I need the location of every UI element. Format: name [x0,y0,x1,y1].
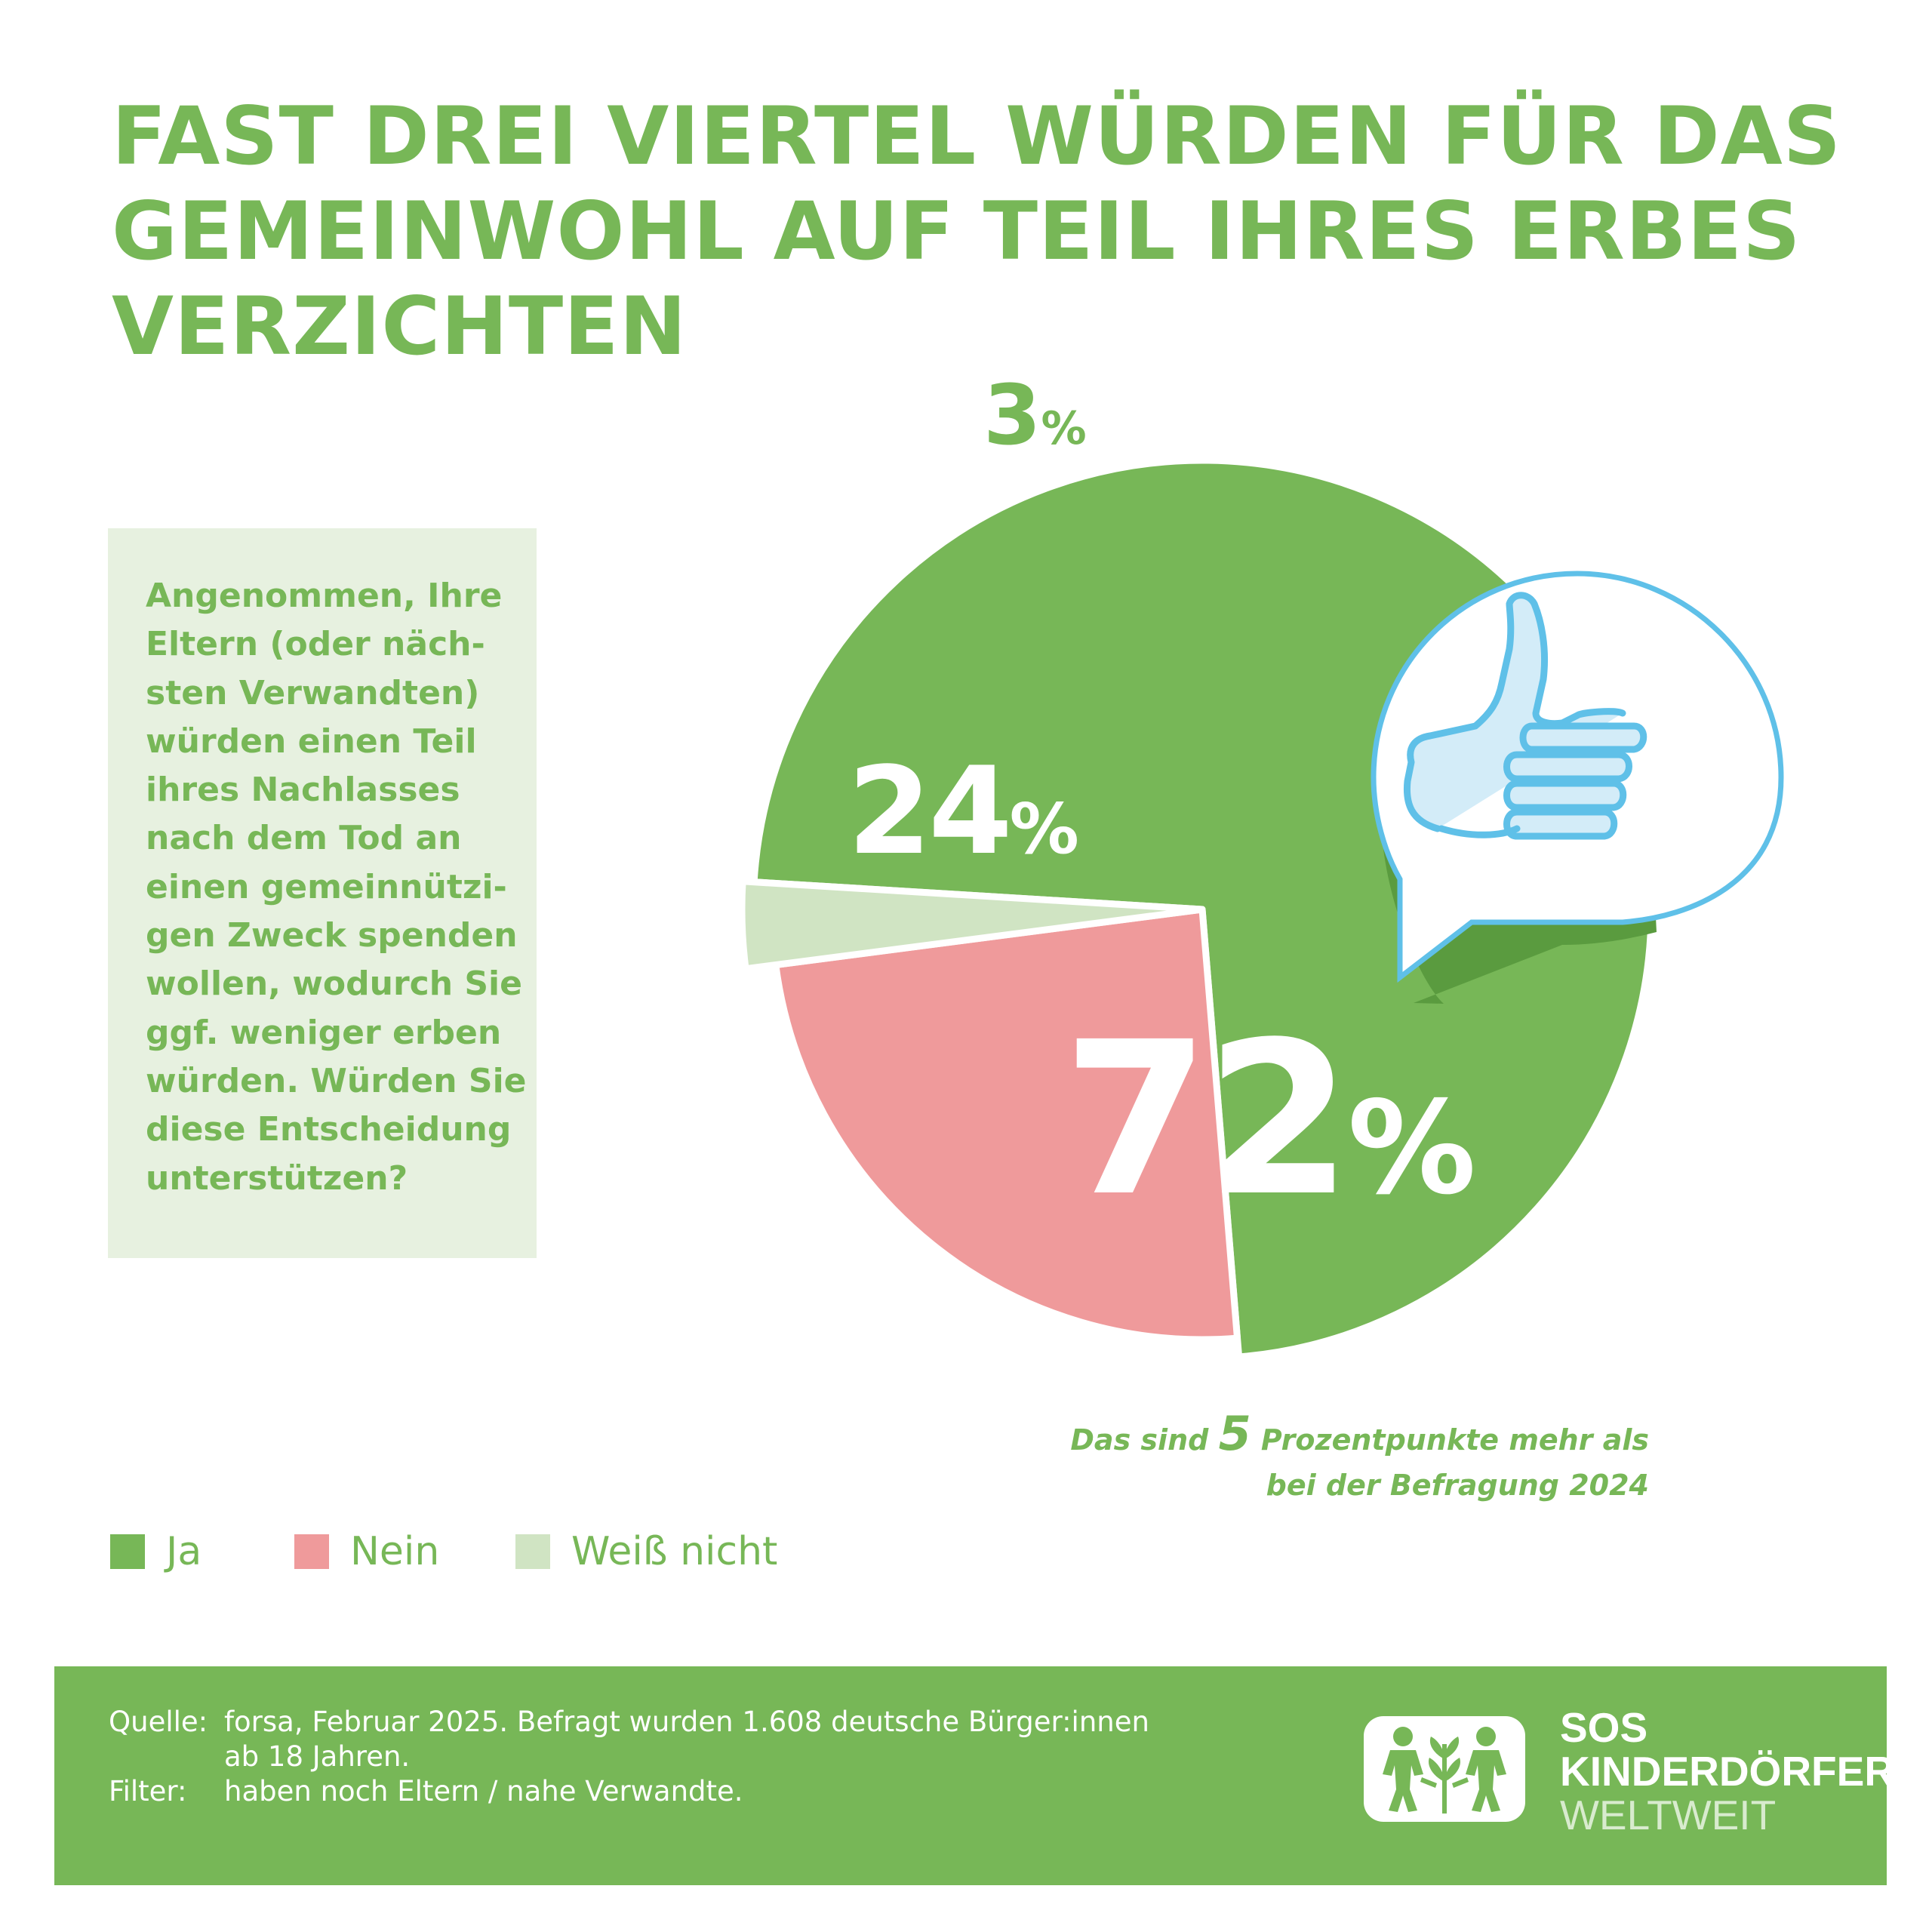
question-line-4: würden einen Teil [146,721,477,761]
pie-slice-nein [772,906,1241,1343]
sos-logo-icon [1364,1716,1525,1822]
page-title: FAST DREI VIERTEL WÜRDEN FÜR DAS GEMEINW… [112,89,1842,374]
legend-label-weiss-nicht: Weiß nicht [571,1529,778,1574]
legend-item-nein: Nein [294,1529,439,1574]
question-line-5: ihres Nachlasses [146,771,460,810]
legend-label-nein: Nein [350,1529,440,1574]
title-line-2: GEMEINWOHL AUF TEIL IHRES ERBES [112,185,1801,278]
note-line-1: Das sind 5 Prozentpunkte mehr als [1070,1406,1649,1461]
thumbs-up-icon [1403,592,1647,840]
question-line-3: sten Verwandten) [146,673,480,712]
footer-bar: Quelle: forsa, Februar 2025. Befragt wur… [54,1666,1894,1885]
question-line-1: Angenommen, Ihre [146,577,503,615]
question-line-10: ggf. weniger erben [146,1013,502,1052]
legend-item-ja: Ja [110,1529,202,1574]
pie-slice-weiss-nicht [738,878,1206,973]
question-line-2: Eltern (oder näch- [146,625,485,664]
filter-label: Filter: [109,1775,187,1807]
legend-label-ja: Ja [166,1529,202,1574]
question-line-9: wollen, wodurch Sie [146,964,522,1004]
slice-label-ja: 72% [1063,997,1472,1243]
question-line-8: gen Zweck spenden [146,916,518,955]
logo-line-3: WELTWEIT [1560,1792,1777,1838]
question-line-13: unterstützen? [146,1158,408,1198]
source-label: Quelle: [109,1706,208,1738]
question-box: Angenommen, Ihre Eltern (oder näch- sten… [108,528,537,1258]
logo-line-2: KINDERDÖRFER [1560,1748,1895,1795]
note-number: 5 [1218,1406,1251,1461]
slice-label-weiss-nicht: 3% [983,367,1087,463]
comparison-note: Das sind 5 Prozentpunkte mehr als bei de… [1070,1411,1649,1508]
legend-swatch-nein [294,1534,329,1569]
question-line-12: diese Entscheidung [146,1110,512,1149]
question-line-7: einen gemeinnützi- [146,867,507,906]
source-text-2: ab 18 Jahren. [224,1740,411,1773]
title-line-1: FAST DREI VIERTEL WÜRDEN FÜR DAS [112,90,1842,183]
source-text-1: forsa, Februar 2025. Befragt wurden 1.60… [224,1706,1149,1738]
legend-swatch-weiss-nicht [515,1534,550,1569]
legend-item-weiss-nicht: Weiß nicht [515,1529,777,1574]
title-line-3: VERZICHTEN [112,280,688,373]
question-line-11: würden. Würden Sie [146,1061,527,1100]
filter-text: haben noch Eltern / nahe Verwandte. [224,1775,743,1807]
logo-line-1: SOS [1560,1704,1648,1751]
question-line-6: nach dem Tod an [146,819,462,858]
slice-label-nein: 24% [848,740,1078,881]
sos-logo-wordmark: SOS KINDERDÖRFER WELTWEIT [1560,1706,1894,1837]
note-line-2: bei der Befragung 2024 [1266,1469,1649,1502]
legend-swatch-ja [110,1534,145,1569]
thumbs-up-bubble [1371,571,1784,1004]
